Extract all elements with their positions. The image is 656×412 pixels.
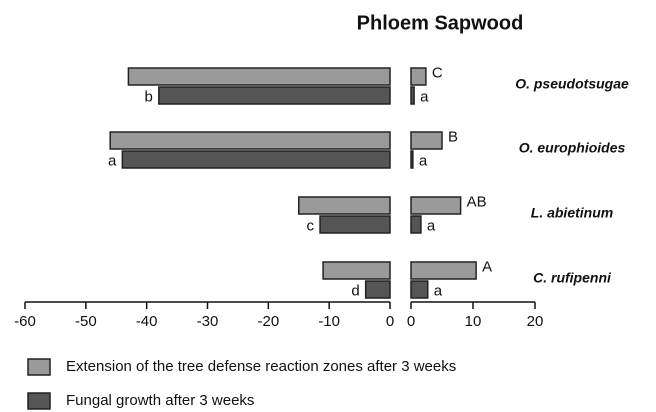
category-label: L. abietinum (531, 205, 613, 221)
legend-label: Fungal growth after 3 weeks (66, 392, 254, 409)
legend-label: Extension of the tree defense reaction z… (66, 358, 456, 375)
x-tick-label: -10 (318, 313, 340, 330)
bar (298, 196, 391, 215)
legend-swatch (27, 392, 51, 410)
bar (109, 131, 391, 150)
bar-annotation: a (419, 152, 428, 169)
category-label: C. rufipenni (533, 270, 612, 286)
bar-annotation: a (427, 217, 436, 234)
x-tick-label: 0 (407, 313, 415, 330)
bar (410, 280, 429, 299)
bar (121, 150, 391, 169)
bar (410, 150, 414, 169)
bar (364, 280, 391, 299)
bar (410, 131, 443, 150)
legend-swatch (27, 358, 51, 376)
x-tick-label: 10 (465, 313, 482, 330)
bar (410, 67, 427, 86)
bar (410, 196, 462, 215)
category-label: O. pseudotsugae (515, 76, 629, 92)
bar (410, 86, 415, 105)
bar-annotation: C (432, 64, 443, 81)
chart-title: Phloem Sapwood (357, 12, 524, 34)
bar-annotation: b (144, 88, 152, 105)
x-tick-label: -30 (197, 313, 219, 330)
bar-annotation: a (434, 282, 443, 299)
x-tick-label: -40 (136, 313, 158, 330)
x-tick-label: -50 (75, 313, 97, 330)
bar (319, 215, 391, 234)
bar (410, 215, 422, 234)
x-tick-label: -20 (257, 313, 279, 330)
bar-annotation: a (420, 88, 429, 105)
bar (158, 86, 391, 105)
bar (410, 261, 477, 280)
bar (322, 261, 391, 280)
x-tick-label: 20 (527, 313, 544, 330)
bar-annotation: c (307, 217, 315, 234)
x-tick-label: -60 (14, 313, 36, 330)
bar-annotation: d (351, 282, 359, 299)
x-tick-label: 0 (386, 313, 394, 330)
bar (127, 67, 391, 86)
bar-annotation: B (448, 128, 458, 145)
bar-annotation: a (108, 152, 117, 169)
category-label: O. europhioides (519, 140, 626, 156)
bar-annotation: AB (467, 193, 487, 210)
bar-annotation: A (482, 258, 492, 275)
